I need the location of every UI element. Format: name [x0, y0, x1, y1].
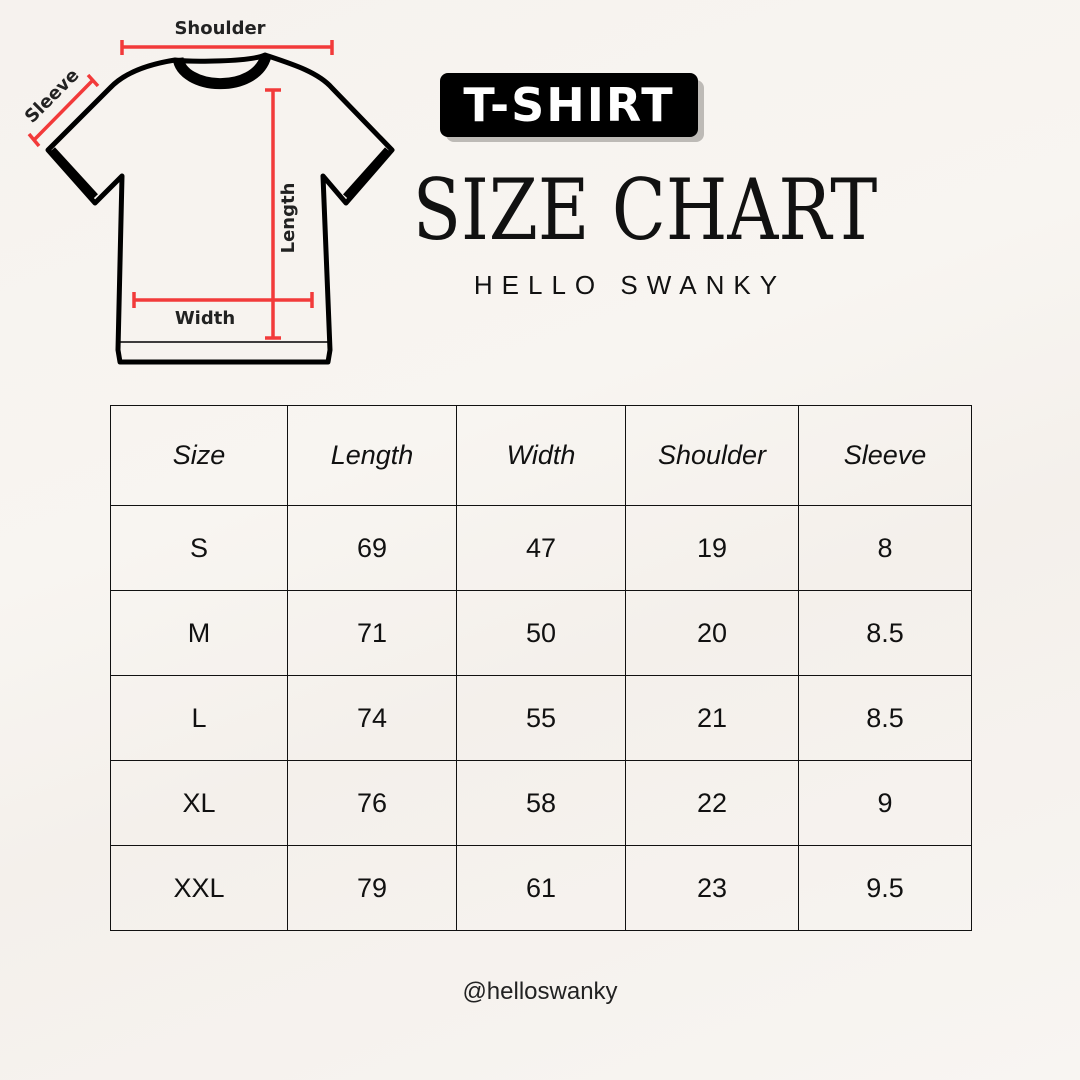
table-cell-width: 58 [456, 760, 626, 846]
tshirt-badge: T-SHIRT [440, 73, 698, 137]
page-title: SIZE CHART [412, 161, 878, 259]
shoulder-label: Shoulder [174, 18, 265, 39]
collar-inner-line [187, 65, 257, 85]
header-sleeve: Sleeve [798, 405, 972, 506]
table-cell-length: 71 [287, 590, 457, 676]
header-width: Width [456, 405, 626, 506]
table-cell-length: 74 [287, 675, 457, 761]
length-label: Length [278, 183, 299, 254]
shoulder-measure-line [120, 40, 334, 55]
social-handle: @helloswanky [462, 978, 618, 1005]
table-cell-width: 55 [456, 675, 626, 761]
table-cell-sleeve: 8.5 [798, 675, 972, 761]
table-row: S 69 47 19 8 [110, 505, 972, 591]
table-cell-width: 47 [456, 505, 626, 591]
tshirt-diagram: Shoulder Sleeve Length Width [21, 18, 395, 365]
header-size: Size [110, 405, 288, 506]
table-cell-sleeve: 8 [798, 505, 972, 591]
sleeve-label: Sleeve [21, 65, 84, 128]
table-row: XXL 79 61 23 9.5 [110, 845, 972, 931]
table-row: XL 76 58 22 9 [110, 760, 972, 846]
size-table: Size Length Width Shoulder Sleeve S 69 47 1… [110, 405, 972, 931]
table-row: L 74 55 21 8.5 [110, 675, 972, 761]
table-cell-shoulder: 20 [625, 590, 799, 676]
table-cell-length: 79 [287, 845, 457, 931]
length-measure-line [265, 88, 281, 340]
brand-name: HELLO SWANKY [473, 270, 787, 300]
table-header-row: Size Length Width Shoulder Sleeve [110, 405, 972, 506]
sleeve-measure-line [27, 73, 100, 148]
table-cell-size: M [110, 590, 288, 676]
table-cell-length: 76 [287, 760, 457, 846]
table-cell-size: S [110, 505, 288, 591]
table-cell-shoulder: 23 [625, 845, 799, 931]
table-cell-size: L [110, 675, 288, 761]
table-cell-size: XXL [110, 845, 288, 931]
width-measure-line [132, 292, 314, 308]
table-cell-width: 61 [456, 845, 626, 931]
header-length: Length [287, 405, 457, 506]
right-sleeve-cuff [343, 147, 391, 200]
width-label: Width [175, 308, 235, 329]
table-cell-shoulder: 22 [625, 760, 799, 846]
header-shoulder: Shoulder [625, 405, 799, 506]
table-cell-width: 50 [456, 590, 626, 676]
table-cell-length: 69 [287, 505, 457, 591]
left-sleeve-cuff [49, 147, 98, 200]
table-cell-sleeve: 8.5 [798, 590, 972, 676]
table-row: M 71 50 20 8.5 [110, 590, 972, 676]
table-cell-shoulder: 19 [625, 505, 799, 591]
table-cell-shoulder: 21 [625, 675, 799, 761]
table-cell-size: XL [110, 760, 288, 846]
table-cell-sleeve: 9 [798, 760, 972, 846]
table-cell-sleeve: 9.5 [798, 845, 972, 931]
tshirt-outline [45, 52, 395, 365]
